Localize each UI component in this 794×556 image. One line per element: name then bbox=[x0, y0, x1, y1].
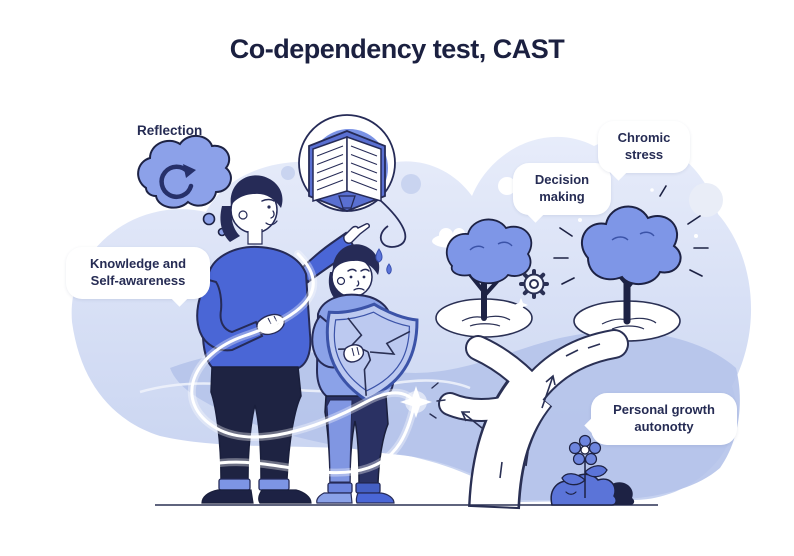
idea-bubble bbox=[298, 114, 407, 248]
speech-bubble-decision-making: Decision making bbox=[513, 163, 611, 215]
page-title: Co-dependency test, CAST bbox=[229, 34, 565, 64]
left-tree bbox=[446, 218, 533, 321]
shield-hand bbox=[343, 344, 365, 363]
flower-icon bbox=[550, 434, 635, 506]
label-reflection: Reflection bbox=[137, 123, 203, 138]
father-figure bbox=[196, 175, 370, 504]
cracked-shield-icon bbox=[325, 302, 419, 402]
thought-cloud bbox=[137, 135, 232, 237]
sparkle-icon bbox=[400, 382, 446, 419]
speech-bubble-chromic-stress: Chromic stress bbox=[598, 121, 690, 173]
open-book-icon bbox=[308, 130, 386, 212]
speech-bubble-knowledge: Knowledge and Self-awareness bbox=[66, 247, 210, 299]
forked-path bbox=[438, 329, 629, 510]
speech-bubble-personal-growth: Personal growth autonotty bbox=[591, 393, 737, 445]
glowing-thread bbox=[182, 250, 446, 477]
path-arrows bbox=[460, 343, 601, 479]
right-tree bbox=[553, 185, 709, 325]
sweat-drops bbox=[375, 248, 392, 275]
gear-icon bbox=[514, 269, 549, 312]
refresh-icon bbox=[159, 164, 196, 200]
